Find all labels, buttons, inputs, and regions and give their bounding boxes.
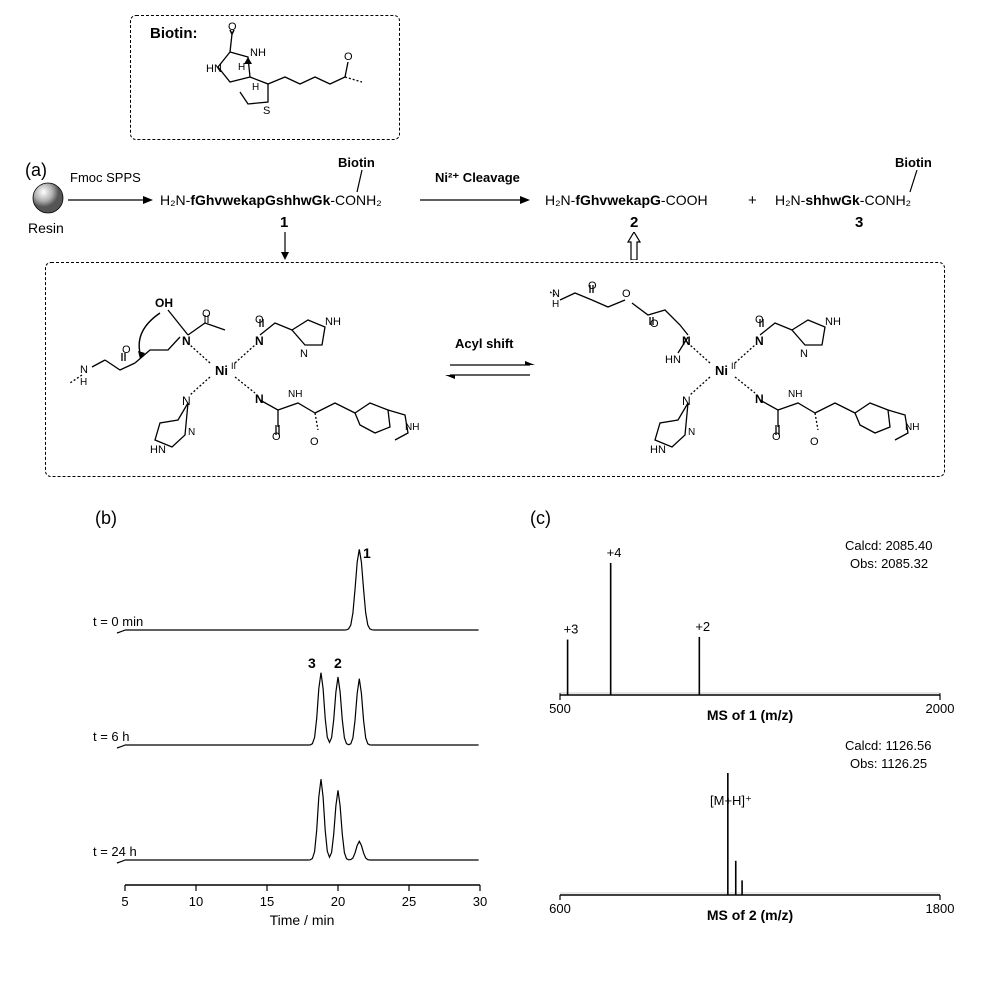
biotin-line-1 <box>355 170 370 194</box>
svg-text:+4: +4 <box>607 545 622 560</box>
svg-text:Calcd: 1126.56: Calcd: 1126.56 <box>845 738 932 753</box>
svg-text:H: H <box>552 299 559 310</box>
svg-text:MS of 2 (m/z): MS of 2 (m/z) <box>707 907 793 923</box>
svg-text:HN: HN <box>650 444 666 456</box>
svg-text:N: N <box>682 334 691 348</box>
svg-text:O: O <box>122 344 131 356</box>
svg-text:N: N <box>80 364 88 376</box>
seq2: H₂N-fGhvwekapG-COOH <box>545 192 708 208</box>
svg-text:2000: 2000 <box>926 701 955 716</box>
svg-text:NH: NH <box>825 316 841 328</box>
svg-text:N: N <box>188 427 195 438</box>
up-arrow <box>626 232 642 260</box>
cleavage-arrow <box>420 190 530 210</box>
fmoc-arrow <box>68 190 153 210</box>
seq1: H₂N-fGhvwekapGshhwGk-CONH₂ <box>160 192 382 208</box>
svg-text:20: 20 <box>331 894 345 909</box>
svg-text:NH: NH <box>325 316 341 328</box>
svg-text:HN: HN <box>206 63 222 75</box>
down-arrow <box>278 232 292 260</box>
svg-text:2: 2 <box>334 655 342 671</box>
svg-text:Ni: Ni <box>715 363 728 378</box>
svg-text:Ni: Ni <box>215 363 228 378</box>
svg-text:O: O <box>650 318 659 330</box>
fmoc-label: Fmoc SPPS <box>70 170 141 185</box>
num3: 3 <box>855 214 863 231</box>
plus: + <box>748 192 757 209</box>
num1: 1 <box>280 214 288 231</box>
svg-text:600: 600 <box>549 901 571 916</box>
svg-text:O: O <box>810 436 819 448</box>
panel-a-label: (a) <box>25 160 47 181</box>
svg-text:N: N <box>255 334 264 348</box>
svg-text:3: 3 <box>308 655 316 671</box>
svg-text:t = 0 min: t = 0 min <box>93 614 143 629</box>
svg-text:Calcd: 2085.40: Calcd: 2085.40 <box>845 538 932 553</box>
biotin-line-3 <box>908 170 923 194</box>
svg-text:N: N <box>300 348 308 360</box>
svg-text:+2: +2 <box>695 619 710 634</box>
seq3: H₂N-shhwGk-CONH₂ <box>775 192 911 208</box>
svg-text:t = 24 h: t = 24 h <box>93 844 137 859</box>
svg-text:O: O <box>202 308 211 320</box>
biotin-label: Biotin: <box>150 25 197 42</box>
svg-text:H: H <box>80 377 87 388</box>
svg-text:HN: HN <box>665 354 681 366</box>
svg-text:500: 500 <box>549 701 571 716</box>
svg-text:N: N <box>182 334 191 348</box>
biotin-seq3: Biotin <box>895 155 932 170</box>
svg-text:O: O <box>310 436 319 448</box>
svg-text:NH: NH <box>405 422 419 433</box>
svg-text:10: 10 <box>189 894 203 909</box>
svg-text:[M+H]⁺: [M+H]⁺ <box>710 793 752 808</box>
svg-text:N: N <box>755 334 764 348</box>
resin-label: Resin <box>28 220 64 236</box>
panel-b-label: (b) <box>95 508 117 529</box>
svg-text:O: O <box>622 288 631 300</box>
svg-text:O: O <box>344 51 353 63</box>
svg-text:25: 25 <box>402 894 416 909</box>
resin-sphere <box>30 180 66 216</box>
acyl-label: Acyl shift <box>455 336 514 351</box>
svg-text:NH: NH <box>788 389 802 400</box>
svg-text:NH: NH <box>288 389 302 400</box>
svg-text:N: N <box>688 427 695 438</box>
svg-text:N: N <box>255 392 264 406</box>
ni-complex-left: Ni II N N N N OH O NH N O O N H <box>60 275 430 465</box>
svg-text:N: N <box>755 392 764 406</box>
equilib-arrows <box>440 355 540 385</box>
biotin-seq1: Biotin <box>338 155 375 170</box>
svg-text:OH: OH <box>155 296 173 310</box>
svg-text:Time / min: Time / min <box>270 912 335 928</box>
svg-text:30: 30 <box>473 894 487 909</box>
ms-charts: 500 2000 MS of 1 (m/z) +3 +4 +2 Calcd: 208… <box>525 525 965 935</box>
cleavage-label: Ni²⁺ Cleavage <box>435 170 520 186</box>
num2: 2 <box>630 214 638 231</box>
svg-text:N: N <box>552 288 560 300</box>
svg-text:S: S <box>263 105 270 117</box>
svg-text:+3: +3 <box>564 622 579 637</box>
svg-text:5: 5 <box>121 894 128 909</box>
svg-text:H: H <box>238 62 245 73</box>
svg-text:HN: HN <box>150 444 166 456</box>
svg-text:Obs: 1126.25: Obs: 1126.25 <box>850 756 927 771</box>
svg-text:MS of 1 (m/z): MS of 1 (m/z) <box>707 707 793 723</box>
svg-text:1800: 1800 <box>926 901 955 916</box>
svg-text:N: N <box>800 348 808 360</box>
ni-complex-right: Ni II N N N N H N O O O HN NH N O HN N <box>550 275 935 465</box>
svg-text:NH: NH <box>250 47 266 59</box>
hplc-chart: 5 10 15 20 25 30 Time / min t = 0 min t = 6 h t… <box>80 530 500 935</box>
svg-text:O: O <box>228 22 237 33</box>
svg-text:t = 6 h: t = 6 h <box>93 729 130 744</box>
svg-text:NH: NH <box>905 422 919 433</box>
svg-text:Obs: 2085.32: Obs: 2085.32 <box>850 556 928 571</box>
svg-text:H: H <box>252 82 259 93</box>
biotin-structure: O HN NH S H H O <box>200 22 395 132</box>
svg-text:15: 15 <box>260 894 274 909</box>
svg-text:1: 1 <box>363 545 371 561</box>
